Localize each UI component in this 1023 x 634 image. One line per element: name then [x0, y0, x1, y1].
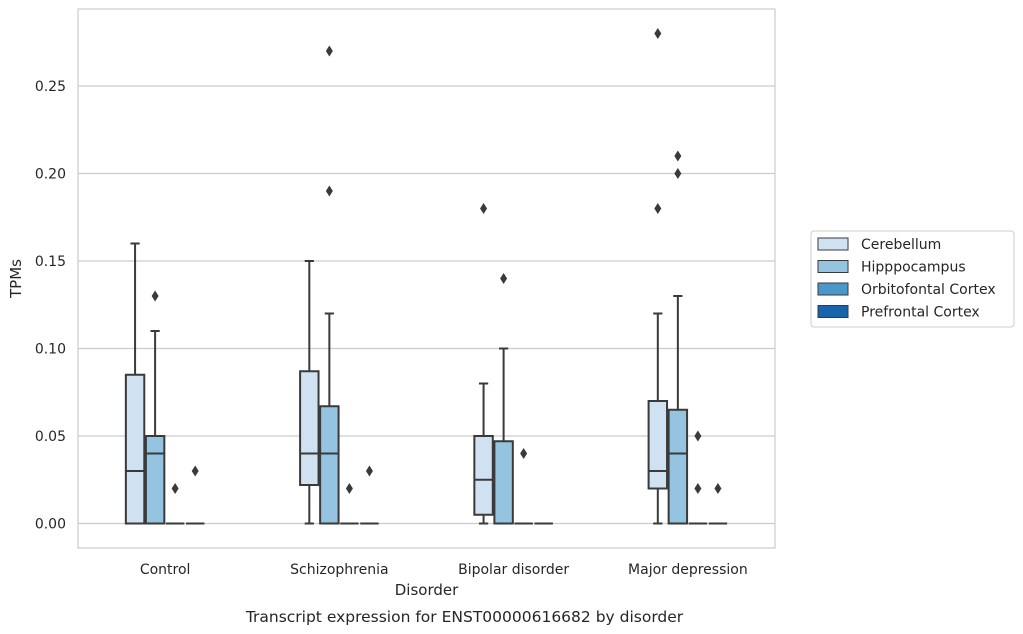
outlier-point	[654, 203, 662, 214]
box-body	[124, 373, 146, 525]
box-hipppocampus	[144, 290, 166, 525]
box-body	[473, 435, 494, 516]
legend-swatch	[817, 282, 849, 296]
y-tick-label: 0.00	[35, 517, 66, 533]
box-cerebellum	[473, 203, 494, 525]
x-tick-label: Major depression	[628, 562, 748, 578]
box-hipppocampus	[667, 150, 689, 525]
y-tick-label: 0.20	[35, 167, 66, 183]
box-prefrontal-cortex	[185, 465, 205, 525]
outlier-point	[480, 203, 488, 214]
legend-frame	[810, 230, 1015, 328]
box-prefrontal-cortex	[708, 483, 728, 525]
y-tick-label: 0.15	[35, 254, 66, 270]
outlier-point	[345, 483, 353, 494]
box-body	[319, 405, 340, 525]
outlier-point	[365, 465, 373, 477]
x-axis-label: Disorder	[395, 581, 459, 599]
legend-entry: Cerebellum	[861, 237, 941, 253]
outlier-point	[520, 448, 528, 459]
legend-entry: Orbitofontal Cortex	[861, 282, 996, 298]
x-tick-label: Control	[140, 562, 191, 578]
outlier-point	[171, 483, 179, 494]
outlier-point	[325, 185, 333, 197]
box-cerebellum	[124, 242, 146, 525]
legend: Cerebellum Hipppocampus Orbitofontal Corte…	[810, 230, 1015, 328]
outlier-point	[714, 483, 722, 494]
box-body	[144, 435, 166, 525]
chart-caption: Transcript expression for ENST0000061668…	[245, 608, 684, 626]
box-body	[667, 408, 689, 525]
box-cerebellum	[647, 28, 669, 525]
box-orbitofontal-cortex	[688, 430, 708, 525]
legend-swatch	[817, 260, 849, 273]
outlier-point	[500, 273, 508, 284]
box-body	[647, 400, 669, 490]
legend-entry: Prefrontal Cortex	[861, 305, 980, 321]
box-prefrontal-cortex	[360, 465, 379, 525]
x-tick-label: Schizophrenia	[290, 562, 388, 578]
box-body	[299, 370, 320, 486]
box-cerebellum	[299, 260, 320, 525]
outlier-point	[151, 290, 159, 302]
outlier-point	[325, 45, 333, 57]
y-axis-ticks: 0.00 0.05 0.10 0.15 0.20 0.25	[35, 79, 66, 533]
box-orbitofontal-cortex	[340, 483, 359, 525]
x-tick-label: Bipolar disorder	[458, 562, 569, 578]
y-tick-label: 0.25	[35, 79, 66, 95]
outlier-point	[654, 28, 662, 39]
y-tick-label: 0.10	[35, 342, 66, 358]
legend-entry: Hipppocampus	[861, 260, 966, 276]
outlier-point	[694, 483, 702, 494]
outlier-point	[674, 150, 682, 162]
y-tick-label: 0.05	[35, 429, 66, 445]
outlier-point	[674, 168, 682, 179]
x-axis-ticks: Control Schizophrenia Bipolar disorder Majo…	[140, 562, 748, 578]
legend-swatch	[817, 305, 849, 318]
box-plot-marks	[124, 28, 728, 525]
box-orbitofontal-cortex	[165, 483, 185, 525]
box-hipppocampus	[493, 273, 514, 525]
box-body	[493, 440, 514, 525]
legend-swatch	[817, 237, 849, 251]
box-orbitofontal-cortex	[514, 448, 533, 525]
y-axis-label: TPMs	[7, 259, 25, 299]
outlier-point	[694, 430, 702, 442]
box-hipppocampus	[319, 45, 340, 525]
outlier-point	[191, 465, 199, 477]
plot-area-frame	[77, 8, 776, 549]
